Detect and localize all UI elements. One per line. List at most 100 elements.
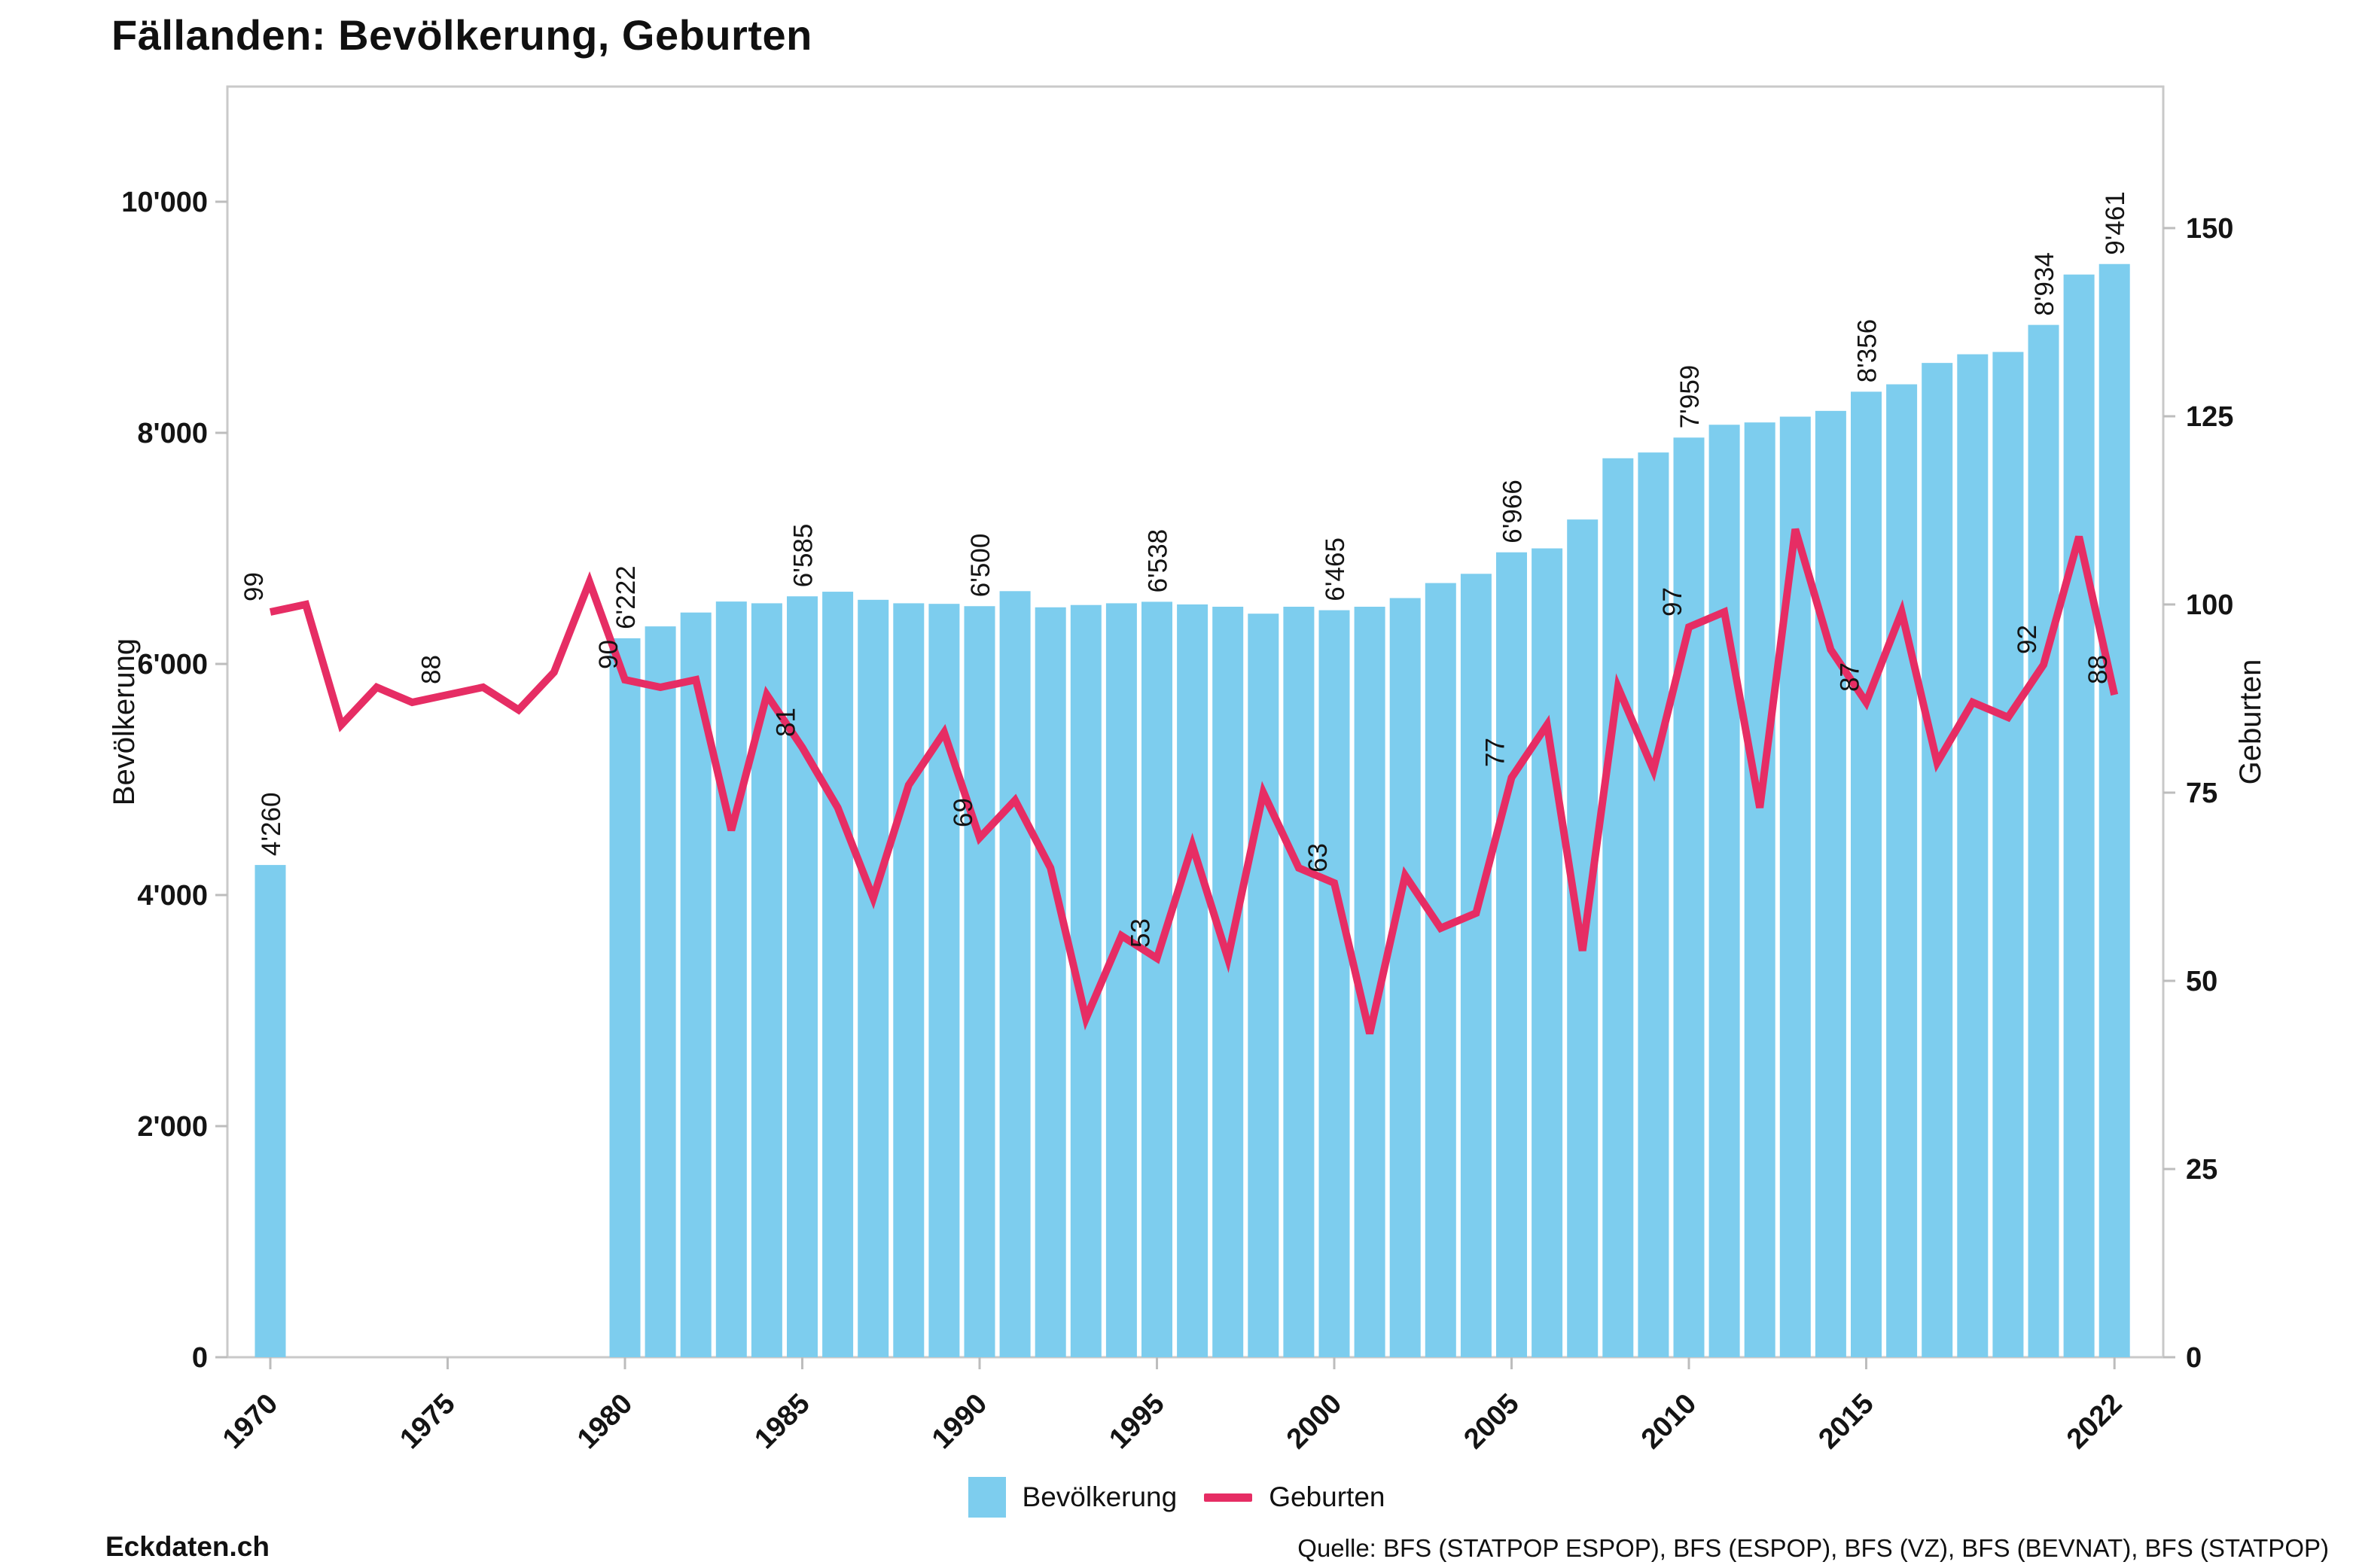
bar-label-2005: 6'966 [1498, 480, 1528, 543]
bar-2004 [1460, 574, 1492, 1357]
bar-label-1995: 6'538 [1144, 529, 1173, 593]
bar-label-2000: 6'465 [1321, 537, 1350, 601]
x-tick-label-2000: 2000 [1281, 1388, 1348, 1455]
bar-2020 [2028, 324, 2059, 1358]
right-tick-label: 50 [2186, 966, 2217, 997]
x-tick-label-2022: 2022 [2061, 1388, 2128, 1455]
x-tick-label-1995: 1995 [1103, 1388, 1170, 1455]
population-swatch-icon [968, 1477, 1006, 1518]
legend-label-geburten: Geburten [1269, 1481, 1385, 1512]
right-axis-title: Geburten [2234, 659, 2267, 785]
bar-1990 [964, 606, 995, 1357]
bar-2008 [1602, 458, 1634, 1357]
left-tick-label: 2'000 [137, 1111, 208, 1143]
bar-label-1990: 6'500 [966, 534, 995, 598]
legend: Bevölkerung Geburten [0, 1477, 2353, 1518]
x-tick-label-2015: 2015 [1812, 1388, 1879, 1455]
right-tick-label: 125 [2186, 401, 2233, 433]
bar-2014 [1815, 410, 1846, 1358]
bar-label-2020: 8'934 [2030, 252, 2059, 316]
bar-1981 [645, 626, 676, 1357]
bar-2003 [1425, 583, 1456, 1357]
right-tick-label: 75 [2186, 778, 2217, 809]
line-label-1975: 88 [417, 655, 447, 684]
bar-label-1970: 4'260 [257, 793, 286, 857]
source-text: Quelle: BFS (STATPOP ESPOP), BFS (ESPOP)… [1297, 1534, 2329, 1562]
line-label-2000: 63 [1303, 843, 1333, 872]
bar-2010 [1673, 437, 1705, 1358]
legend-item-geburten: Geburten [1204, 1481, 1385, 1513]
line-label-2010: 97 [1658, 587, 1687, 617]
bar-1992 [1035, 607, 1066, 1357]
left-tick-label: 10'000 [121, 187, 208, 218]
x-tick-label-1980: 1980 [571, 1388, 639, 1455]
births-swatch-icon [1204, 1493, 1253, 1502]
bar-1995 [1141, 601, 1172, 1357]
line-label-1970: 99 [239, 572, 269, 601]
left-tick-label: 8'000 [137, 418, 208, 449]
bar-2002 [1389, 598, 1421, 1357]
bar-1986 [822, 592, 854, 1357]
bar-2005 [1496, 552, 1527, 1357]
births-line [269, 528, 2119, 1035]
line-label-1990: 69 [949, 798, 978, 827]
legend-label-bevoelkerung: Bevölkerung [1022, 1481, 1178, 1512]
bar-1989 [928, 604, 960, 1357]
line-label-1980: 90 [594, 640, 623, 669]
x-tick-label-1970: 1970 [217, 1388, 284, 1455]
x-tick-label-1990: 1990 [926, 1388, 993, 1455]
line-label-2005: 77 [1481, 738, 1510, 767]
bar-2012 [1744, 422, 1775, 1357]
line-label-1985: 81 [772, 708, 801, 737]
chart-title: Fällanden: Bevölkerung, Geburten [111, 11, 812, 59]
footer: Eckdaten.ch Quelle: BFS (STATPOP ESPOP),… [0, 1522, 2353, 1562]
bar-1983 [715, 601, 747, 1357]
bar-1994 [1105, 603, 1137, 1357]
x-tick-label-2005: 2005 [1458, 1388, 1525, 1455]
bar-2019 [1992, 352, 2024, 1357]
bar-1998 [1248, 613, 1279, 1357]
bar-1980 [609, 638, 641, 1357]
legend-item-bevoelkerung: Bevölkerung [968, 1477, 1178, 1518]
line-label-2022: 88 [2083, 655, 2113, 684]
bar-label-2010: 7'959 [1675, 365, 1705, 429]
right-tick-label: 100 [2186, 589, 2233, 621]
bar-2018 [1957, 354, 1989, 1357]
right-tick-label: 150 [2186, 213, 2233, 245]
right-tick-label: 25 [2186, 1154, 2217, 1186]
bar-2009 [1638, 452, 1669, 1357]
bar-1997 [1212, 607, 1244, 1357]
bar-1999 [1283, 607, 1315, 1357]
bar-2011 [1708, 425, 1740, 1357]
bar-1970 [255, 865, 286, 1357]
line-label-2020: 92 [2013, 625, 2042, 654]
bar-1991 [999, 591, 1031, 1357]
bar-2000 [1318, 610, 1350, 1357]
bar-1987 [858, 599, 889, 1357]
bar-2022 [2098, 263, 2130, 1357]
x-tick-label-2010: 2010 [1635, 1388, 1702, 1455]
left-tick-label: 4'000 [137, 880, 208, 912]
line-label-2015: 87 [1836, 662, 1865, 692]
left-tick-label: 0 [192, 1342, 208, 1374]
left-axis-title: Bevölkerung [108, 638, 141, 805]
bar-2015 [1851, 391, 1882, 1357]
bar-1988 [893, 603, 925, 1357]
line-label-1995: 53 [1126, 918, 1156, 948]
bar-label-1985: 6'585 [789, 524, 818, 588]
bar-2017 [1922, 363, 1953, 1357]
x-tick-label-1975: 1975 [394, 1388, 461, 1455]
brand-text: Eckdaten.ch [105, 1531, 270, 1562]
bar-2021 [2063, 274, 2095, 1358]
bar-2006 [1532, 548, 1563, 1357]
bar-1996 [1177, 604, 1209, 1357]
bar-label-1980: 6'222 [611, 565, 641, 629]
right-tick-label: 0 [2186, 1342, 2202, 1374]
bar-label-2022: 9'461 [2101, 191, 2130, 255]
left-tick-label: 6'000 [137, 649, 208, 680]
x-tick-label-1985: 1985 [748, 1388, 815, 1455]
bar-2016 [1886, 384, 1918, 1357]
bar-1985 [787, 596, 818, 1357]
